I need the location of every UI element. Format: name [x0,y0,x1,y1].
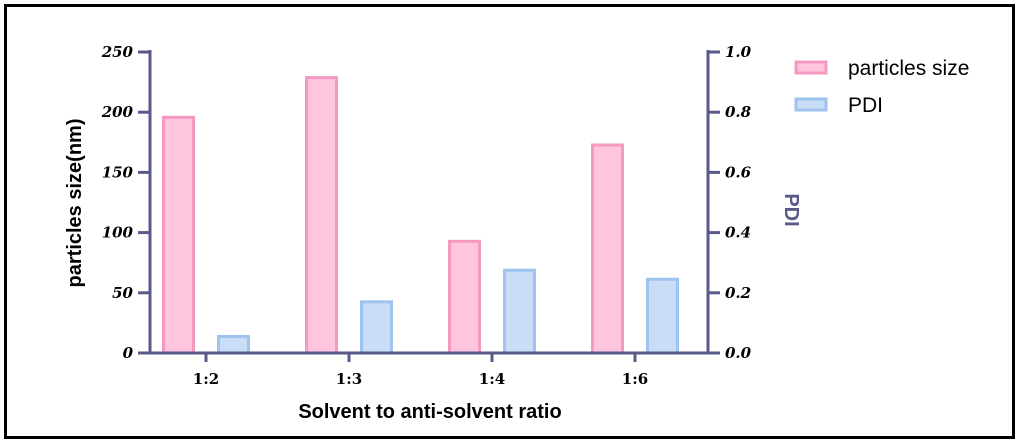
y-tick-label: 150 [102,163,134,181]
legend-label-particles-size: particles size [848,57,969,80]
legend-swatch-PDI [794,97,828,112]
x-axis-title: Solvent to anti-solvent ratio [298,401,561,423]
x-tick-label: 1:2 [193,370,219,388]
y2-tick-label: 0.0 [725,344,752,362]
bar-PDI-1-3 [360,300,393,355]
bar-PDI-1-4 [503,268,536,355]
y2-tick-label: 0.2 [725,284,751,302]
y2-tick-label: 0.8 [725,103,752,121]
y2-tick-label: 0.6 [725,163,752,181]
bar-particles-size-1-4 [448,239,481,355]
bar-PDI-1-2 [217,334,250,355]
y-axis-title: particles size(nm) [64,119,86,288]
y-tick-label: 0 [123,344,134,362]
legend-label-PDI: PDI [848,94,883,117]
legend: particles size PDI [794,57,969,117]
y-tick-label: 200 [101,103,134,121]
bar-particles-size-1-3 [305,76,338,355]
y-tick-label: 100 [102,224,134,242]
ticks-group: 1:2 1:3 1:4 1:6 0 50 100 150 200 250 0.0 0.2 0.4 0.6 0… [101,43,752,388]
y2-tick-label: 0.4 [725,224,751,242]
bar-particles-size-1-2 [162,115,195,355]
y-tick-label: 50 [112,284,133,302]
bars-group [162,76,679,355]
legend-swatch-particles-size [794,60,828,75]
axes-group [138,50,720,362]
x-tick-label: 1:6 [622,370,648,388]
y-tick-label: 250 [101,43,134,61]
y2-axis-title: PDI [780,193,802,226]
bar-PDI-1-6 [646,277,679,355]
bar-particles-size-1-6 [591,143,624,355]
x-tick-label: 1:4 [479,370,505,388]
x-tick-label: 1:3 [336,370,362,388]
y2-tick-label: 1.0 [725,43,752,61]
